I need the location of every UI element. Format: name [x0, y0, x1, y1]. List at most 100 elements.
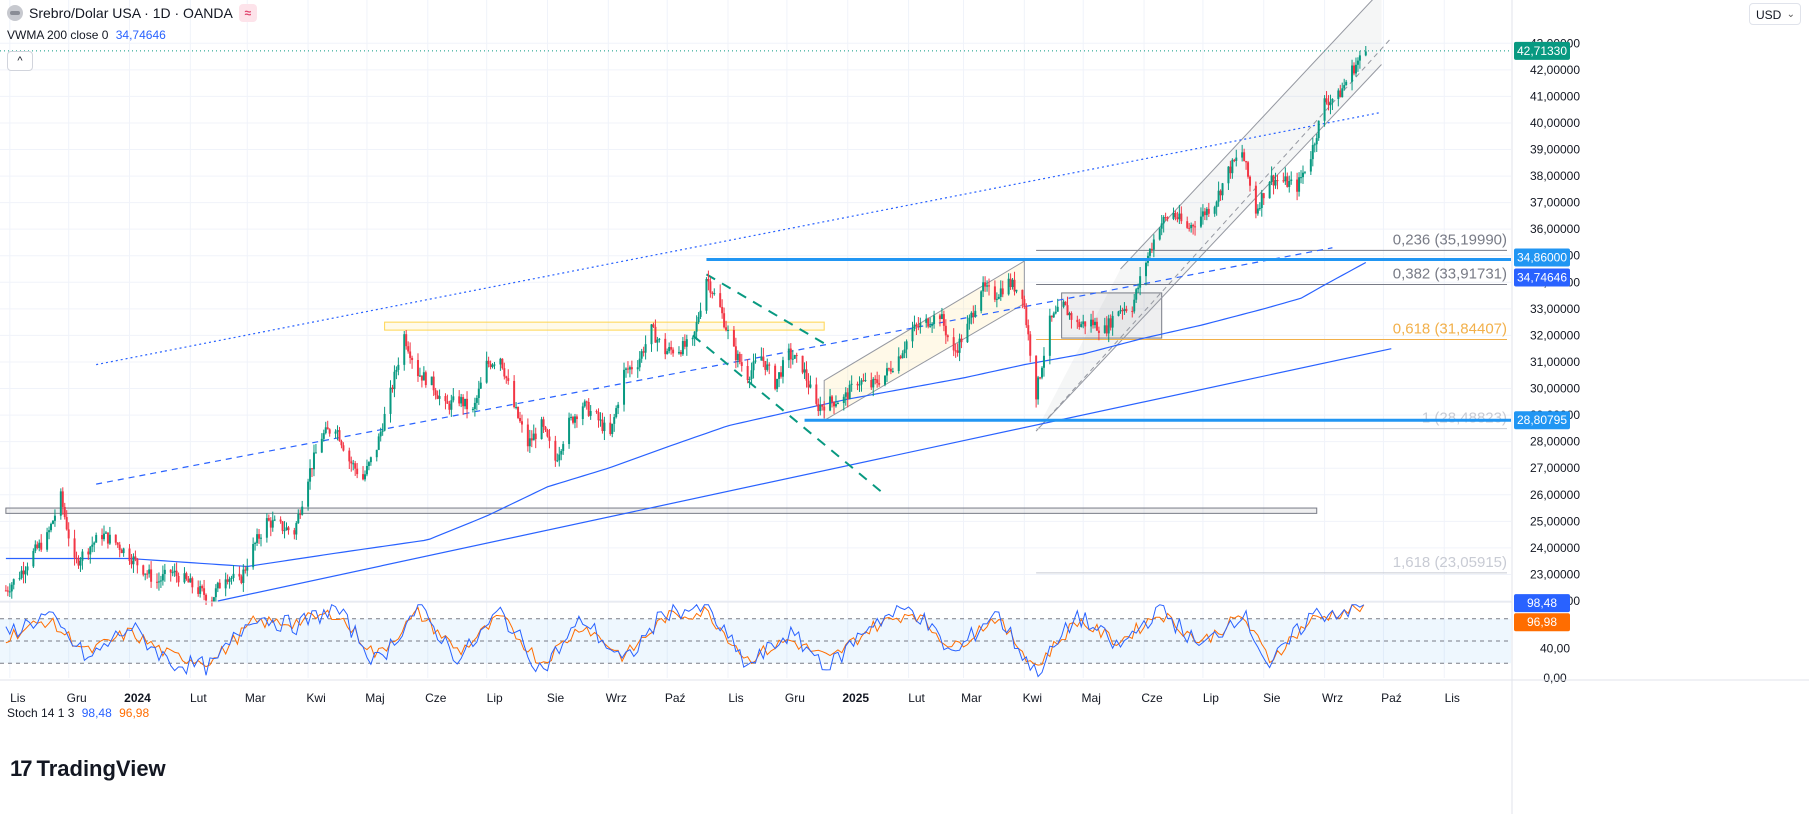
candle-body	[695, 322, 698, 332]
candle-body	[1180, 213, 1183, 222]
candle-body	[1068, 313, 1071, 316]
candle-body	[230, 577, 233, 579]
candle-body	[554, 440, 557, 461]
candle-body	[754, 360, 757, 362]
candle-body	[116, 542, 119, 545]
fibonacci-levels: 0,236 (35,19990) 0,382 (33,91731) 0,618 (3…	[1036, 231, 1507, 574]
candle-body	[917, 325, 920, 328]
candle-body	[831, 396, 834, 402]
candle-body	[91, 544, 94, 547]
time-tick-label: Lip	[1203, 691, 1219, 705]
candle-body	[1037, 377, 1040, 400]
candle-body	[778, 372, 781, 379]
time-tick-label: Lut	[908, 691, 925, 705]
candle-body	[738, 353, 741, 363]
candle-body	[927, 318, 930, 327]
candle-body	[1276, 180, 1279, 182]
candle-body	[287, 527, 290, 531]
dashed-mid-trendline	[96, 247, 1333, 485]
price-tick-label: 30,00000	[1530, 382, 1580, 396]
price-tick-label: 26,00000	[1530, 488, 1580, 502]
candle-body	[163, 569, 166, 575]
candle-body	[848, 384, 851, 400]
candle-body	[185, 573, 188, 579]
tradingview-logo[interactable]: 17 TradingView	[10, 756, 166, 782]
candle-body	[1254, 185, 1257, 214]
currency-select[interactable]: USD ⌄	[1749, 3, 1801, 25]
candle-body	[1329, 101, 1332, 106]
candle-body	[736, 353, 739, 361]
candle-body	[752, 361, 755, 371]
candle-body	[762, 356, 765, 361]
green-falling-channel-bottom	[692, 334, 886, 496]
candle-body	[53, 515, 56, 521]
candle-body	[952, 337, 955, 351]
candle-body	[434, 390, 437, 396]
candle-body	[672, 349, 675, 354]
fib-label: 0,236 (35,19990)	[1393, 231, 1507, 248]
collapse-legend-button[interactable]: ^	[7, 51, 33, 71]
vwma-legend[interactable]: VWMA 200 close 0 34,74646	[7, 28, 166, 42]
candle-body	[159, 580, 162, 582]
candle-body	[114, 534, 117, 543]
candle-body	[395, 369, 398, 372]
candle-body	[626, 368, 629, 370]
candle-body	[568, 417, 571, 445]
candle-body	[562, 444, 565, 451]
candle-body	[324, 427, 327, 434]
candle-body	[146, 573, 149, 575]
candle-body	[1048, 315, 1051, 356]
candle-body	[532, 433, 535, 441]
candle-body	[301, 506, 304, 515]
candle-body	[450, 400, 453, 410]
candle-body	[1282, 180, 1285, 182]
candle-body	[120, 549, 123, 554]
candle-body	[342, 445, 345, 451]
candle-body	[1358, 55, 1361, 61]
candle-body	[485, 360, 488, 383]
time-axis[interactable]: Lis Gru 2024 Lut Mar Kwi Maj Cze Lip Sie Wrz Paź Lis…	[0, 679, 1809, 705]
candle-body	[118, 544, 121, 550]
candle-body	[1351, 65, 1354, 82]
candle-body	[1270, 175, 1273, 182]
candle-body	[1080, 324, 1083, 327]
candle-body	[585, 401, 588, 403]
candle-body	[422, 372, 425, 381]
candle-body	[650, 324, 653, 345]
price-tick-label: 32,00000	[1530, 328, 1580, 342]
stoch-legend[interactable]: Stoch 14 1 3 98,48 96,98	[7, 706, 149, 720]
candle-body	[1274, 180, 1277, 186]
vwma-line	[5, 261, 1367, 568]
candle-body	[420, 375, 423, 381]
candle-body	[409, 351, 412, 358]
candle-body	[958, 338, 961, 353]
candle-body	[448, 403, 451, 410]
candle-body	[842, 396, 845, 404]
candle-body	[601, 419, 604, 432]
price-axis[interactable]: 22,0000023,0000024,0000025,0000026,00000…	[1511, 0, 1809, 814]
candle-body	[1027, 325, 1030, 335]
candle-body	[1082, 321, 1085, 325]
candle-body	[1272, 175, 1275, 186]
candle-body	[464, 398, 467, 407]
stoch-d-badge-bg	[1514, 613, 1570, 632]
candle-body	[530, 438, 533, 441]
symbol-legend[interactable]: Srebro/Dolar USA · 1D · OANDA ≈	[7, 4, 257, 22]
symbol-title[interactable]: Srebro/Dolar USA · 1D · OANDA	[29, 5, 233, 21]
candle-body	[1070, 313, 1073, 320]
candle-body	[850, 383, 853, 385]
candle-body	[36, 544, 39, 549]
candle-body	[929, 325, 932, 327]
range-box-25	[5, 507, 1318, 514]
candle-body	[309, 468, 312, 482]
candle-body	[471, 408, 474, 410]
wave-mode-icon[interactable]: ≈	[238, 4, 257, 22]
candle-body	[642, 351, 645, 353]
candle-body	[238, 573, 241, 577]
candle-body	[244, 569, 247, 571]
candle-body	[905, 341, 908, 350]
candle-body	[214, 588, 217, 598]
candle-body	[1311, 145, 1314, 160]
candle-body	[1090, 319, 1093, 327]
